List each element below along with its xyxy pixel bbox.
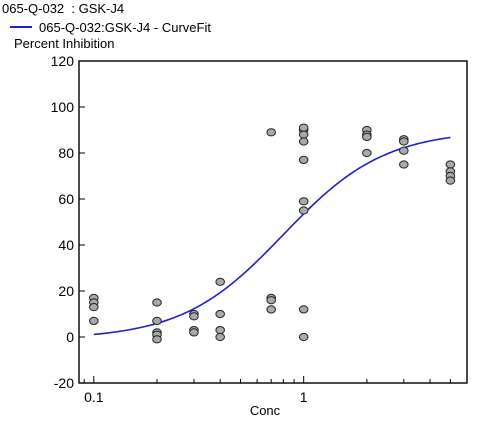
data-point <box>298 130 309 139</box>
data-point <box>215 277 225 286</box>
data-point <box>215 309 225 319</box>
data-point <box>215 332 225 342</box>
data-point <box>298 206 309 215</box>
legend-label: 065-Q-032:GSK-J4 - CurveFit <box>39 19 211 35</box>
data-point <box>189 312 199 321</box>
y-tick-label: 60 <box>58 191 74 207</box>
data-point <box>362 132 372 141</box>
data-point <box>399 146 409 155</box>
fit-curve-line <box>93 136 451 336</box>
data-point <box>152 316 162 325</box>
data-point <box>89 303 99 312</box>
data-point <box>298 197 309 206</box>
x-axis-label: Conc <box>249 403 281 418</box>
data-point <box>362 148 372 158</box>
y-tick-label: 80 <box>58 145 74 161</box>
data-point <box>298 155 309 164</box>
y-tick-label: 0 <box>66 329 74 345</box>
y-tick-label: -20 <box>54 375 74 391</box>
data-point <box>445 160 456 169</box>
data-point <box>298 332 309 342</box>
data-point <box>399 137 409 146</box>
data-point <box>215 326 225 335</box>
data-point <box>266 128 276 137</box>
data-point <box>189 328 199 337</box>
y-tick-label: 120 <box>51 53 75 69</box>
data-point <box>298 137 309 146</box>
plot-frame <box>78 60 468 384</box>
x-tick-label: 0.1 <box>84 389 104 405</box>
x-axis: 0.1 1 <box>83 376 468 405</box>
chart-title: 065-Q-032 : GSK-J4 <box>2 1 125 16</box>
y-tick-label: 100 <box>51 99 75 115</box>
y-axis: -20 0 20 40 60 80 100 120 <box>51 53 85 391</box>
data-point <box>445 176 456 185</box>
legend: 065-Q-032:GSK-J4 - CurveFit <box>10 19 211 35</box>
data-point <box>89 316 99 325</box>
legend-line-swatch <box>10 26 32 28</box>
y-axis-label: Percent Inhibition <box>14 36 115 51</box>
y-tick-label: 40 <box>58 237 74 253</box>
y-tick-label: 20 <box>58 283 74 299</box>
data-point <box>298 123 309 132</box>
data-point <box>399 160 409 169</box>
data-point <box>152 298 162 307</box>
data-point <box>298 305 309 314</box>
data-point <box>266 305 276 314</box>
data-points <box>89 123 456 344</box>
x-tick-label: 1 <box>300 389 308 405</box>
data-point <box>266 296 276 305</box>
data-point <box>152 335 162 344</box>
